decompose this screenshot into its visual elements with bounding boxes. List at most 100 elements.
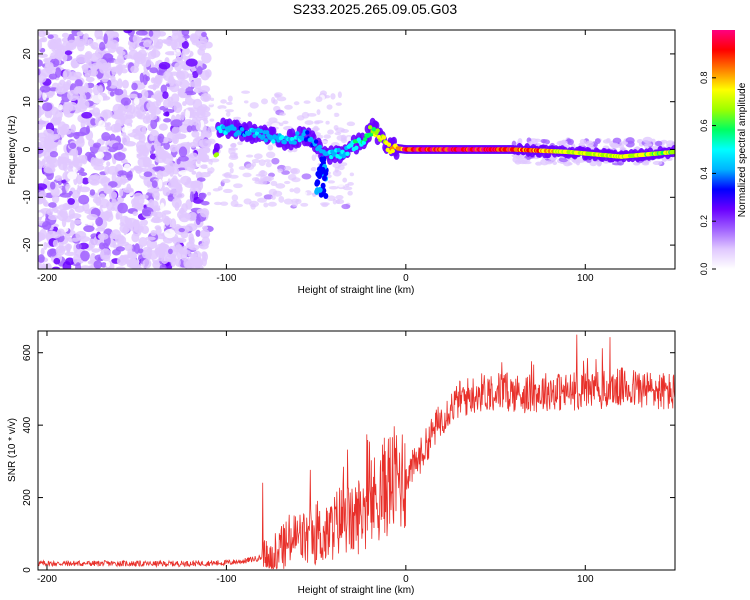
spectrogram-blob [74,79,83,88]
spectrogram-blob [106,261,111,268]
spectrogram-blob [333,112,340,118]
spectrogram-blob [48,214,59,221]
signal-core [300,136,305,141]
spectrogram-blob [47,34,54,39]
spectrogram-blob [70,60,79,69]
spectrogram-blob [49,248,57,257]
spectrogram-blob [119,221,125,227]
signal-core [232,126,237,131]
colorbar-gradient [712,30,735,269]
signal-core [381,135,387,140]
spectrogram-blob [334,166,339,173]
snr-xtick-label: -100 [216,574,236,585]
spectrogram-blob [268,188,278,196]
spectrogram-blob [91,248,100,253]
spectrogram-blob [187,107,199,112]
spectrogram-blob [534,138,541,143]
spectrogram-blob [38,72,47,83]
spectrogram-blob [48,91,55,97]
spectrogram-ytick-label: 0 [22,146,33,152]
spectrogram-blob [335,127,345,133]
spectrogram-blob [183,258,194,269]
spectrogram-blob [74,85,85,93]
spectrogram-blob [243,100,249,104]
spectrogram-blob [118,188,124,197]
spectrogram-blob [230,143,237,149]
spectrogram-blob [575,160,581,166]
signal-core [237,131,242,136]
spectrogram-blob [57,104,64,111]
spectrogram-blob [157,133,165,143]
spectrogram-blob [38,59,43,67]
spectrogram-blob [344,183,350,188]
spectrogram-blob [655,140,663,147]
signal-core [263,138,269,143]
spectrogram-blob [304,120,314,125]
spectrogram-blob [231,194,239,202]
spectrogram-blob [178,246,184,255]
spectrogram-blob [238,190,249,196]
figure-title: S233.2025.265.09.05.G03 [292,1,458,17]
spectrogram-blob [290,168,298,174]
spectrogram-blob [106,122,112,127]
spectrogram-blob [142,40,152,48]
spectrogram-ytick-label: 10 [22,96,33,108]
spectrogram-blob [130,65,139,74]
spectrogram-blob [40,207,51,214]
spectrogram-blob [254,192,263,197]
signal-core [362,137,368,142]
spectrogram-blob [201,131,210,137]
spectrogram-blob [138,194,149,200]
spectrogram-blob [115,126,123,132]
spectrogram-blob [38,123,43,131]
spectrogram-blob [87,174,99,185]
spectrogram-blob [140,89,149,100]
spectrogram-blob [180,231,189,239]
spectrogram-blob [251,158,261,164]
signal-core [271,139,276,144]
spectrogram-blob [257,197,267,203]
spectrogram-blob [68,190,73,196]
spectrogram-blob [253,153,263,160]
spectrogram-blob [122,187,134,193]
spectrogram-blob [258,159,266,166]
snr-ytick-label: 0 [22,567,33,573]
spectrogram-blob [152,190,160,200]
spectrogram-blob [142,209,152,217]
spectrogram-blob [282,120,289,125]
spectrogram-blob [95,227,106,232]
spectrogram-blob [195,119,202,131]
spectrogram-blob [151,94,160,99]
spectrogram-blob [64,243,72,251]
spectrogram-blob [61,217,67,228]
spectrogram-blob [38,212,43,218]
spectrogram-blob [163,112,170,117]
colorbar-tick-label: 0.4 [699,167,709,180]
spectrogram-blob [180,111,185,121]
spectrogram-blob [61,137,67,146]
spectrogram-blob [242,172,252,178]
spectrogram-blob [117,78,123,90]
spectrogram-blob [43,201,50,207]
spectrogram-blob [202,126,207,134]
spectrogram-blob [38,190,47,198]
spectrogram-blob [328,186,339,190]
spectrogram-blob [174,133,187,140]
spectrogram-blob [143,171,153,178]
spectrogram-blob [163,70,173,82]
spectrogram-blob [64,215,72,223]
spectrogram-blob [201,31,207,38]
spectrogram-blob [87,260,96,265]
spectrogram-blob [109,91,115,97]
signal-core [305,130,310,135]
spectrogram-blob [275,183,286,189]
spectrogram-blob [59,208,68,218]
spectrogram-blob [51,42,63,54]
spectrogram-blob [128,93,138,99]
spectrogram-blob [83,225,95,233]
spectrogram-blob [233,183,243,189]
spectrogram-blob [292,103,301,110]
spectrogram-blob [124,54,133,59]
spectrogram-blob [207,163,212,169]
spectrogram-blob [38,254,45,263]
